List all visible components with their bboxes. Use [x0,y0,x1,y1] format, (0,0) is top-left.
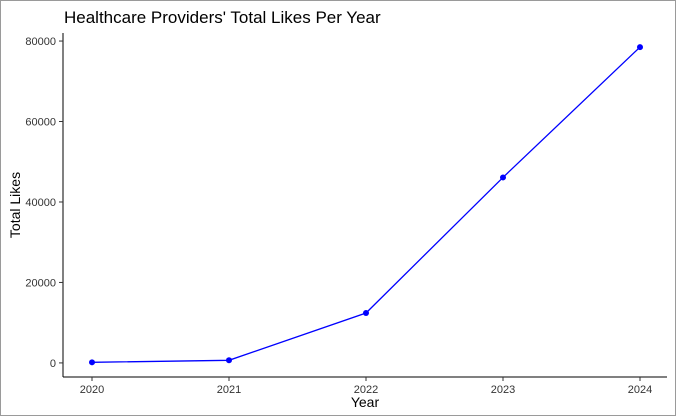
x-tick-label: 2021 [217,384,241,396]
series-layer [89,44,643,366]
y-tick-label: 20000 [25,277,56,289]
x-tick-label: 2022 [354,384,378,396]
x-tick-label: 2024 [628,384,652,396]
y-tick-label: 80000 [25,36,56,48]
y-tick-label: 0 [50,358,56,370]
x-tick-label: 2020 [80,384,104,396]
y-tick-label: 40000 [25,197,56,209]
data-point [500,174,506,181]
x-axis-title: Year [351,394,380,410]
data-point [226,357,232,364]
y-axis: 0 20000 40000 60000 80000 [25,33,64,377]
y-axis-title: Total Likes [7,172,23,238]
chart-title: Healthcare Providers' Total Likes Per Ye… [64,8,381,27]
data-point [363,310,369,317]
x-axis: 2020 2021 2022 2023 2024 [63,376,667,396]
data-point [637,44,643,51]
data-point [89,359,95,366]
x-tick-label: 2023 [491,384,515,396]
y-tick-label: 60000 [25,117,56,129]
